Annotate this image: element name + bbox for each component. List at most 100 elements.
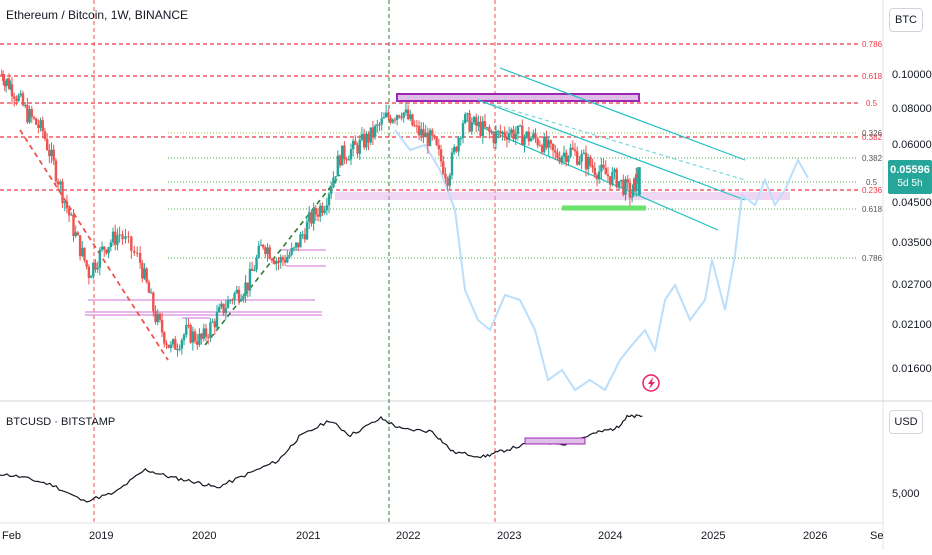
lower-pane-title[interactable]: BTCUSD · BITSTAMP xyxy=(6,416,116,428)
candle[interactable] xyxy=(622,179,625,195)
candle[interactable] xyxy=(32,116,36,119)
candle[interactable] xyxy=(525,131,528,137)
candle[interactable] xyxy=(483,121,487,128)
candle[interactable] xyxy=(17,95,20,102)
candle[interactable] xyxy=(378,124,381,126)
candle[interactable] xyxy=(554,150,557,153)
candle[interactable] xyxy=(39,120,42,128)
candle[interactable] xyxy=(65,201,69,209)
candle[interactable] xyxy=(417,125,421,136)
candle[interactable] xyxy=(98,249,102,268)
candle[interactable] xyxy=(250,268,254,271)
candle[interactable] xyxy=(143,268,146,279)
candle[interactable] xyxy=(103,246,106,250)
candle[interactable] xyxy=(398,115,401,118)
candle[interactable] xyxy=(149,292,153,294)
candle[interactable] xyxy=(314,207,318,215)
candle[interactable] xyxy=(193,331,197,342)
candle[interactable] xyxy=(59,181,62,185)
candle[interactable] xyxy=(446,178,449,186)
candle[interactable] xyxy=(428,130,432,146)
candle[interactable] xyxy=(174,339,177,350)
candle[interactable] xyxy=(576,151,579,165)
candle[interactable] xyxy=(571,147,575,150)
candle[interactable] xyxy=(12,96,16,99)
candle[interactable] xyxy=(477,121,480,126)
candle[interactable] xyxy=(595,175,599,180)
candle[interactable] xyxy=(169,344,173,348)
candle[interactable] xyxy=(437,145,441,150)
candle[interactable] xyxy=(312,207,315,224)
candle[interactable] xyxy=(336,155,340,177)
candle[interactable] xyxy=(472,116,476,123)
candle[interactable] xyxy=(453,146,456,153)
candle[interactable] xyxy=(505,136,509,140)
candle[interactable] xyxy=(74,232,77,237)
candle[interactable] xyxy=(474,116,478,126)
candle[interactable] xyxy=(501,131,504,134)
candle[interactable] xyxy=(248,268,252,291)
candle[interactable] xyxy=(562,152,566,157)
candle[interactable] xyxy=(83,247,86,261)
candle[interactable] xyxy=(626,179,629,183)
candle[interactable] xyxy=(593,167,596,176)
candle[interactable] xyxy=(347,159,350,161)
candle[interactable] xyxy=(606,174,610,177)
candle[interactable] xyxy=(30,109,33,117)
candle[interactable] xyxy=(448,175,452,186)
candle[interactable] xyxy=(147,282,151,293)
candle[interactable] xyxy=(630,196,634,198)
candle[interactable] xyxy=(470,122,473,132)
candle[interactable] xyxy=(163,332,166,344)
candle[interactable] xyxy=(213,321,217,328)
candle[interactable] xyxy=(499,130,502,134)
candle[interactable] xyxy=(124,236,127,240)
candle[interactable] xyxy=(290,247,293,255)
candle[interactable] xyxy=(485,127,489,129)
time-axis[interactable]: Feb 2019 2020 2021 2022 2023 2024 2025 2… xyxy=(2,530,883,542)
candle[interactable] xyxy=(586,156,590,170)
candle[interactable] xyxy=(334,176,337,178)
candle[interactable] xyxy=(72,214,75,237)
candle[interactable] xyxy=(85,260,88,267)
candle[interactable] xyxy=(48,149,51,157)
candle[interactable] xyxy=(264,247,267,254)
candle[interactable] xyxy=(503,131,506,137)
candle[interactable] xyxy=(415,125,419,127)
candle[interactable] xyxy=(191,331,195,343)
candle[interactable] xyxy=(536,138,539,146)
candle[interactable] xyxy=(21,93,25,106)
candle[interactable] xyxy=(277,260,280,263)
candle[interactable] xyxy=(114,231,117,245)
candle[interactable] xyxy=(228,300,232,302)
candle[interactable] xyxy=(0,74,3,75)
candle[interactable] xyxy=(81,247,84,257)
candle[interactable] xyxy=(141,262,144,279)
candle[interactable] xyxy=(340,145,344,166)
candle[interactable] xyxy=(111,231,115,243)
candle[interactable] xyxy=(400,117,403,119)
candle[interactable] xyxy=(349,149,353,160)
candle[interactable] xyxy=(420,129,423,136)
candle[interactable] xyxy=(413,125,416,127)
candle[interactable] xyxy=(551,143,555,151)
candle[interactable] xyxy=(180,340,184,349)
candle[interactable] xyxy=(512,129,515,139)
candle[interactable] xyxy=(527,131,531,142)
candle[interactable] xyxy=(185,324,188,335)
candle[interactable] xyxy=(242,295,245,300)
candle[interactable] xyxy=(384,112,388,118)
candle[interactable] xyxy=(87,266,91,278)
candle[interactable] xyxy=(50,149,53,157)
candle[interactable] xyxy=(613,169,616,173)
candle[interactable] xyxy=(496,130,500,132)
candle[interactable] xyxy=(41,120,44,132)
candle[interactable] xyxy=(56,181,60,185)
candle[interactable] xyxy=(130,236,133,251)
candle[interactable] xyxy=(411,114,414,126)
candle[interactable] xyxy=(158,313,162,320)
chart-title[interactable]: Ethereum / Bitcoin, 1W, BINANCE xyxy=(6,8,189,22)
candle[interactable] xyxy=(463,114,467,123)
candle[interactable] xyxy=(220,303,223,308)
candle[interactable] xyxy=(543,136,546,153)
